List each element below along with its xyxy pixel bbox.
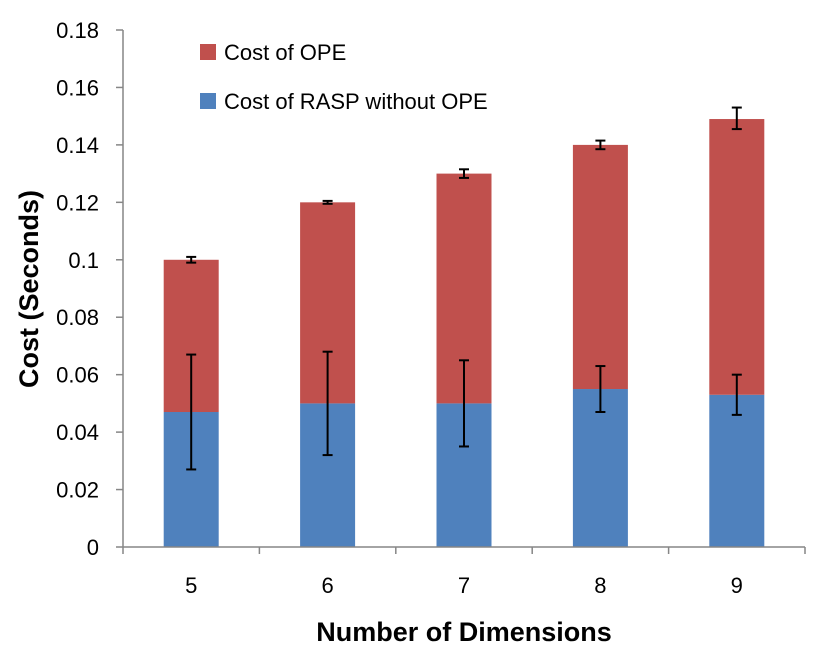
y-tick-label: 0.08	[56, 305, 99, 330]
y-tick-label: 0.06	[56, 363, 99, 388]
bar-rasp-9	[709, 394, 765, 547]
error-bar-rasp-9	[731, 373, 742, 416]
y-tick-label: 0.02	[56, 478, 99, 503]
y-tick-label: 0.16	[56, 75, 99, 100]
error-bars-layer	[186, 106, 742, 471]
bars-layer	[163, 119, 765, 547]
y-tick-label: 0.12	[56, 190, 99, 215]
x-tick-label: 5	[185, 573, 197, 598]
error-bar-ope-9	[731, 106, 742, 131]
error-bar-rasp-8	[595, 365, 606, 414]
x-tick-label: 6	[321, 573, 333, 598]
y-tick-label: 0.14	[56, 133, 99, 158]
y-tick-label: 0.1	[68, 248, 99, 273]
error-bar-ope-5	[186, 255, 197, 264]
y-tick-label: 0	[87, 535, 99, 560]
bar-rasp-8	[572, 389, 628, 547]
x-tick-label: 9	[731, 573, 743, 598]
bar-ope-9	[709, 119, 765, 395]
legend-swatch	[200, 93, 216, 109]
legend-item: Cost of OPE	[200, 40, 346, 65]
bar-ope-8	[572, 144, 628, 390]
legend-label: Cost of RASP without OPE	[224, 89, 488, 114]
y-tick-label: 0.18	[56, 18, 99, 43]
error-bar-ope-8	[595, 139, 606, 151]
error-bar-rasp-5	[186, 353, 197, 471]
error-bar-rasp-7	[459, 359, 469, 448]
x-tick-label: 7	[458, 573, 470, 598]
x-tick-label: 8	[594, 573, 606, 598]
legend-label: Cost of OPE	[224, 40, 346, 65]
legend: Cost of OPE Cost of RASP without OPE	[200, 40, 488, 114]
legend-item: Cost of RASP without OPE	[200, 89, 488, 114]
error-bar-rasp-6	[322, 350, 333, 457]
axes-layer: 0 0.02 0.04 0.06 0.08 0.1 0.12 0.14 0.16 0.18 5 6 7 8…	[56, 18, 806, 598]
error-bar-ope-6	[322, 199, 333, 205]
legend-swatch	[200, 44, 216, 60]
y-tick-label: 0.04	[56, 420, 99, 445]
error-bar-ope-7	[459, 168, 469, 179]
x-axis-title: Number of Dimensions	[316, 617, 612, 647]
y-axis-title: Cost (Seconds)	[14, 190, 44, 388]
